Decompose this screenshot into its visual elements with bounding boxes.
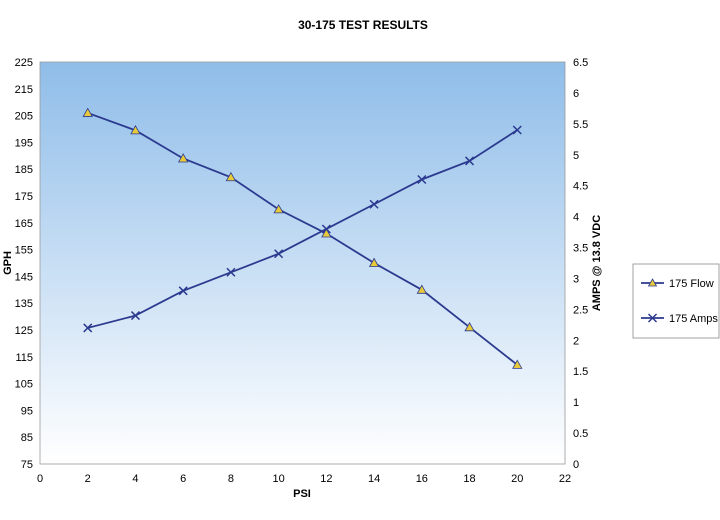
175-flow-series-line: [87, 112, 518, 366]
y-tick-label: 115: [15, 352, 33, 364]
175-flow-point: [512, 359, 523, 369]
175-flow-point: [321, 228, 332, 238]
175-amps-point: [321, 224, 331, 234]
175-amps-point: [417, 174, 427, 185]
x-axis-label: PSI: [293, 488, 311, 500]
x-tick-label: 18: [463, 473, 475, 485]
y2-axis-label: AMPS @ 13.8 VDC: [591, 215, 603, 311]
x-tick-label: 22: [559, 473, 571, 485]
x-tick-label: 10: [273, 473, 285, 485]
175-amps-point: [274, 249, 284, 259]
175-flow-point: [464, 322, 475, 332]
y2-tick-label: 0.5: [573, 428, 588, 440]
series-layer: [82, 107, 523, 369]
175-amps-point: [83, 323, 93, 333]
y2-axis-ticks: 0 0.5 1 1.5 2 2.5 3 3.5 4 4.5 5 5.5 6 6.5: [573, 57, 588, 471]
175-amps-point: [369, 199, 379, 209]
y2-tick-label: 0: [573, 459, 579, 471]
y-tick-label: 125: [15, 325, 33, 337]
175-flow-point: [416, 284, 428, 294]
175-amps-series-line: [87, 129, 518, 329]
175-amps-point: [130, 311, 140, 321]
legend-amps-x-icon: [647, 313, 658, 323]
legend-amps-label: 175 Amps: [669, 313, 718, 325]
y2-tick-label: 3: [573, 273, 579, 285]
175-amps-point: [178, 286, 188, 296]
x-tick-label: 6: [180, 473, 186, 485]
y-tick-label: 215: [15, 84, 33, 96]
x-tick-label: 0: [37, 473, 43, 485]
x-tick-label: 14: [368, 473, 380, 485]
legend-box: [632, 263, 720, 339]
175-flow-point: [130, 125, 141, 135]
y2-tick-label: 5: [573, 150, 579, 162]
y-tick-label: 85: [21, 432, 33, 444]
y-tick-label: 145: [15, 271, 33, 283]
y2-tick-label: 3.5: [573, 243, 588, 255]
y-axis-label: GPH: [2, 251, 14, 275]
175-flow-point: [177, 153, 189, 163]
x-tick-label: 4: [132, 473, 138, 485]
175-flow-point: [82, 107, 93, 117]
175-amps-point: [512, 125, 522, 135]
y2-tick-label: 4: [573, 212, 579, 224]
x-tick-label: 16: [416, 473, 428, 485]
y2-tick-label: 4.5: [573, 181, 588, 193]
legend-item-flow: 175 Flow: [641, 278, 714, 290]
legend-flow-triangle-icon: [647, 278, 658, 287]
y-tick-label: 205: [15, 111, 33, 123]
y-tick-label: 135: [15, 298, 33, 310]
175-flow-point: [273, 204, 284, 214]
y2-tick-label: 6: [573, 88, 579, 100]
legend-item-amps: 175 Amps: [641, 313, 718, 325]
y2-tick-label: 5.5: [573, 119, 588, 131]
x-tick-label: 20: [511, 473, 523, 485]
y-tick-label: 95: [21, 405, 33, 417]
y2-tick-label: 6.5: [573, 57, 588, 69]
y-tick-label: 195: [15, 137, 33, 149]
legend-flow-label: 175 Flow: [669, 278, 714, 290]
x-axis-ticks: 0 2 4 6 8 10 12 14 16 18 20 22: [37, 473, 571, 485]
y-axis-ticks: 75 85 95 105 115 125 135 145 155 165 175 185 195 205 2…: [15, 57, 33, 471]
x-tick-label: 2: [85, 473, 91, 485]
y-tick-label: 155: [15, 245, 33, 257]
y2-tick-label: 1.5: [573, 366, 588, 378]
chart-title: 30-175 TEST RESULTS: [298, 18, 428, 32]
y-tick-label: 75: [21, 459, 33, 471]
175-flow-point: [368, 257, 380, 267]
y-tick-label: 225: [15, 57, 33, 69]
175-amps-point: [226, 267, 236, 277]
y2-tick-label: 2: [573, 335, 579, 347]
y-tick-label: 185: [15, 164, 33, 176]
y-tick-label: 105: [15, 379, 33, 391]
y-tick-label: 165: [15, 218, 33, 230]
y2-tick-label: 2.5: [573, 304, 588, 316]
x-tick-label: 12: [320, 473, 332, 485]
plot-area: [39, 61, 566, 465]
175-amps-point: [465, 156, 475, 166]
x-tick-label: 8: [228, 473, 234, 485]
y-tick-label: 175: [15, 191, 33, 203]
175-flow-point: [225, 171, 237, 182]
y2-tick-label: 1: [573, 397, 579, 409]
